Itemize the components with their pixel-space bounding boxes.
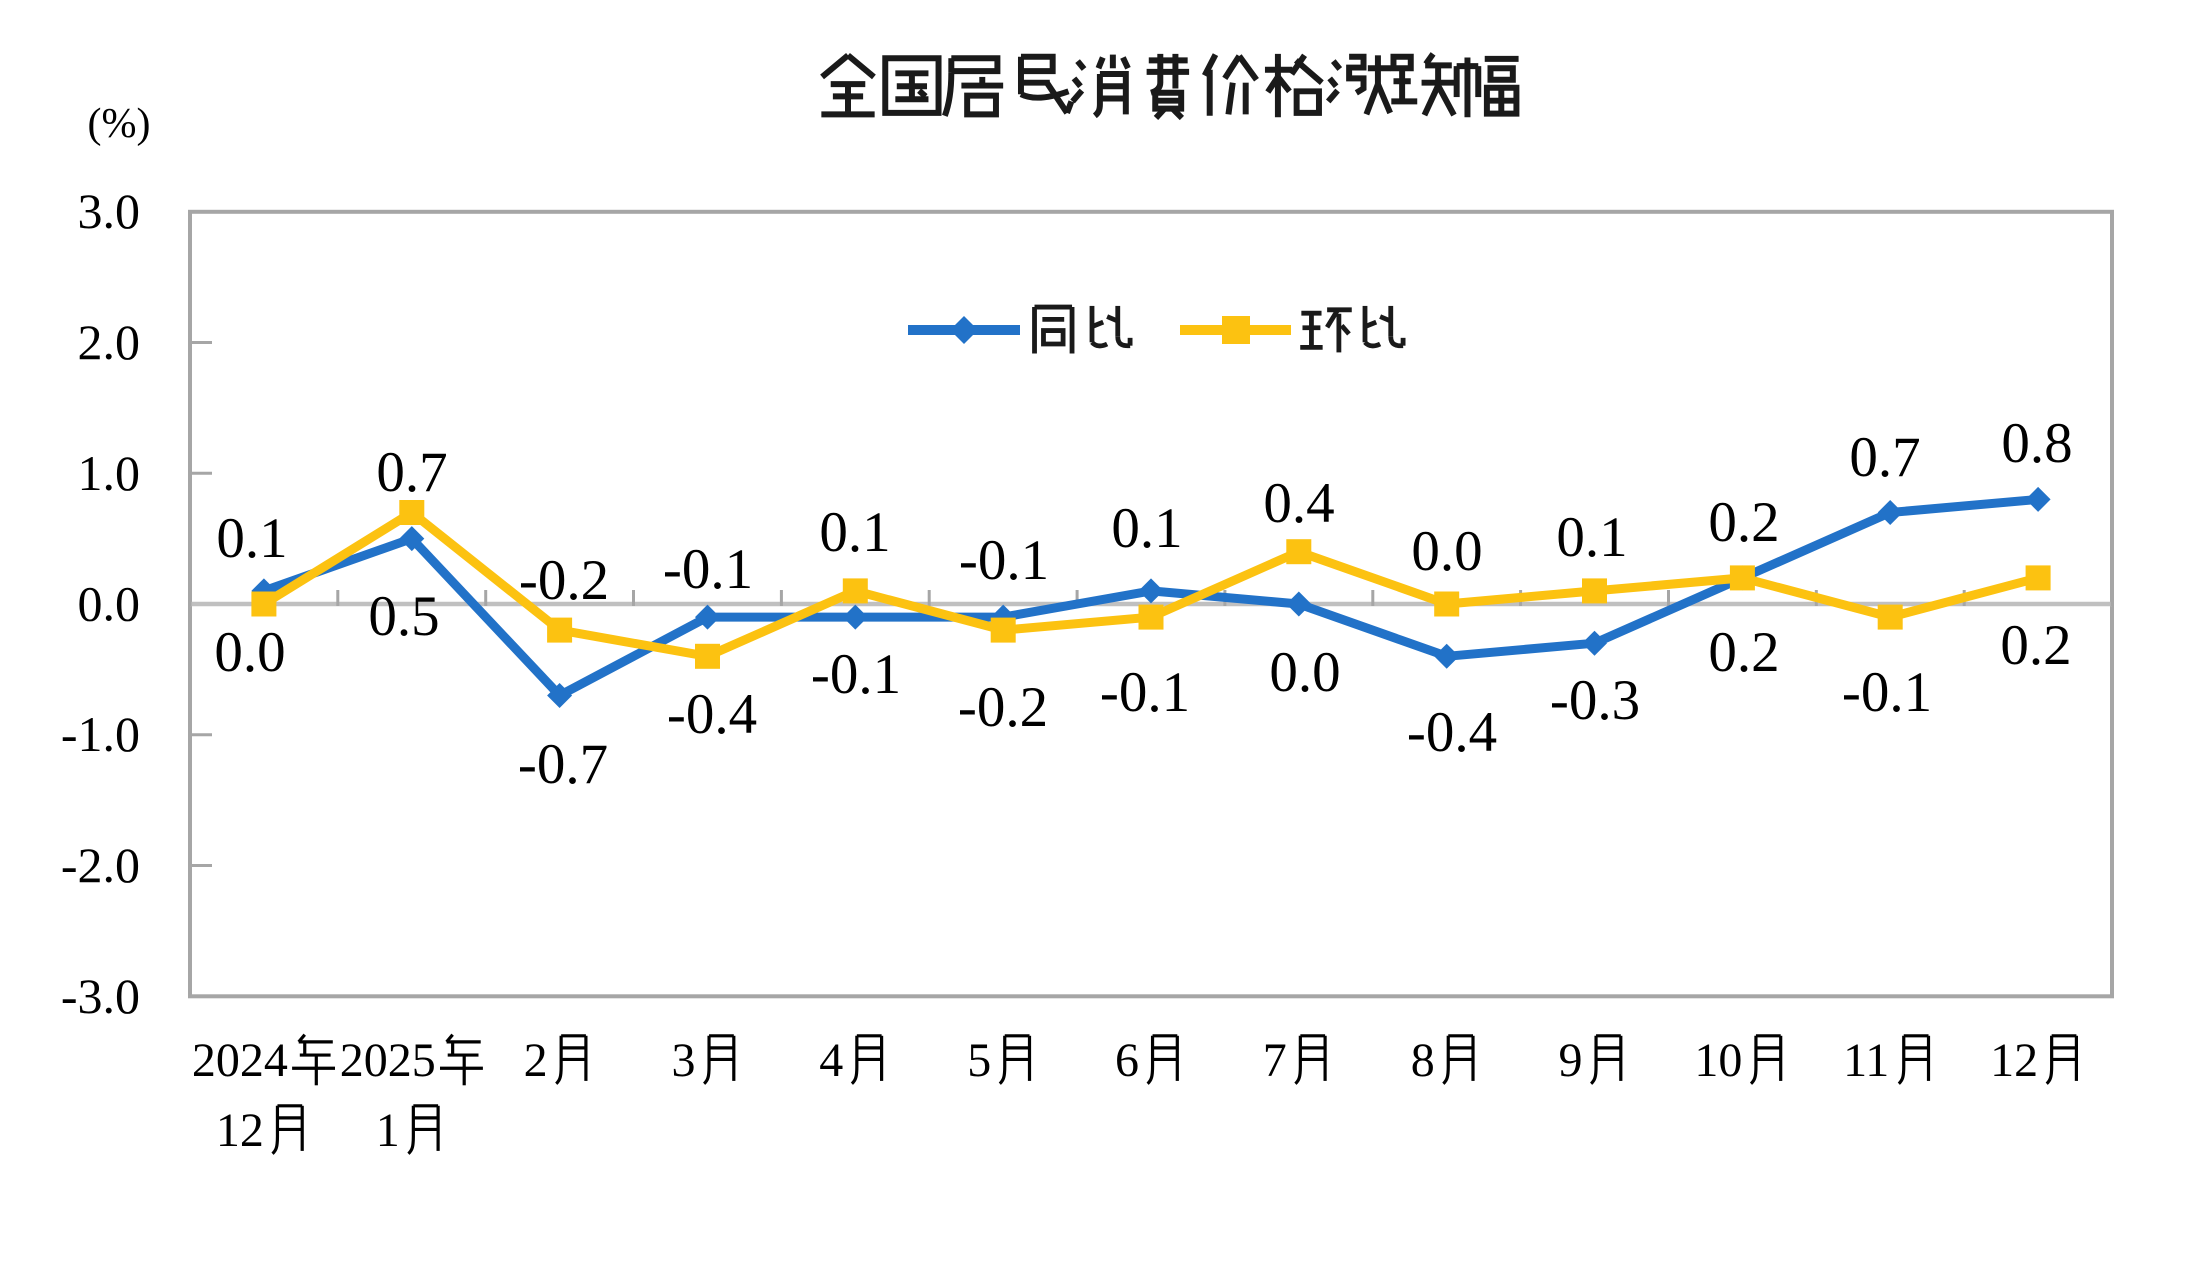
svg-text:4: 4 (819, 1034, 843, 1087)
svg-text:10: 10 (1694, 1034, 1742, 1087)
svg-text:0.1: 0.1 (216, 507, 287, 570)
svg-text:-3.0: -3.0 (61, 968, 140, 1024)
svg-text:2.0: 2.0 (78, 314, 141, 370)
svg-text:0.2: 0.2 (1708, 621, 1779, 684)
svg-text:-0.2: -0.2 (519, 549, 609, 612)
svg-text:(%): (%) (88, 101, 151, 147)
svg-text:0.7: 0.7 (376, 441, 447, 504)
svg-text:-0.1: -0.1 (959, 529, 1049, 592)
svg-text:2: 2 (524, 1034, 548, 1087)
svg-text:0.7: 0.7 (1849, 426, 1920, 489)
svg-text:11: 11 (1843, 1034, 1889, 1087)
svg-text:0.1: 0.1 (1111, 497, 1182, 560)
svg-text:-0.1: -0.1 (1842, 661, 1932, 724)
svg-text:0.0: 0.0 (78, 576, 141, 632)
svg-text:0.1: 0.1 (819, 501, 890, 564)
svg-text:7: 7 (1263, 1034, 1287, 1087)
svg-text:-1.0: -1.0 (61, 706, 140, 762)
svg-text:0.2: 0.2 (1708, 491, 1779, 554)
svg-text:0.0: 0.0 (1411, 520, 1482, 583)
svg-text:-0.2: -0.2 (958, 676, 1048, 739)
svg-text:0.1: 0.1 (1556, 506, 1627, 569)
svg-text:0.0: 0.0 (214, 621, 285, 684)
svg-text:1: 1 (376, 1104, 400, 1157)
svg-text:-0.7: -0.7 (518, 733, 608, 796)
svg-text:5: 5 (967, 1034, 991, 1087)
svg-text:0.4: 0.4 (1263, 472, 1334, 535)
svg-text:0.8: 0.8 (2001, 412, 2072, 475)
svg-text:2025: 2025 (340, 1034, 436, 1087)
svg-text:9: 9 (1559, 1034, 1583, 1087)
svg-text:-2.0: -2.0 (61, 837, 140, 893)
svg-text:3: 3 (672, 1034, 696, 1087)
svg-text:-0.1: -0.1 (663, 538, 753, 601)
svg-text:12: 12 (1990, 1034, 2038, 1087)
svg-text:-0.3: -0.3 (1550, 669, 1640, 732)
svg-text:12: 12 (216, 1104, 264, 1157)
svg-text:-0.1: -0.1 (811, 643, 901, 706)
svg-text:0.0: 0.0 (1269, 641, 1340, 704)
svg-text:0.5: 0.5 (368, 585, 439, 648)
svg-text:3.0: 3.0 (78, 183, 141, 239)
svg-text:6: 6 (1115, 1034, 1139, 1087)
svg-text:-0.4: -0.4 (667, 683, 757, 746)
svg-text:2024: 2024 (192, 1034, 288, 1087)
svg-text:0.2: 0.2 (2000, 614, 2071, 677)
svg-text:-0.1: -0.1 (1100, 661, 1190, 724)
svg-text:8: 8 (1411, 1034, 1435, 1087)
svg-text:-0.4: -0.4 (1407, 701, 1497, 764)
svg-text:1.0: 1.0 (78, 445, 141, 501)
